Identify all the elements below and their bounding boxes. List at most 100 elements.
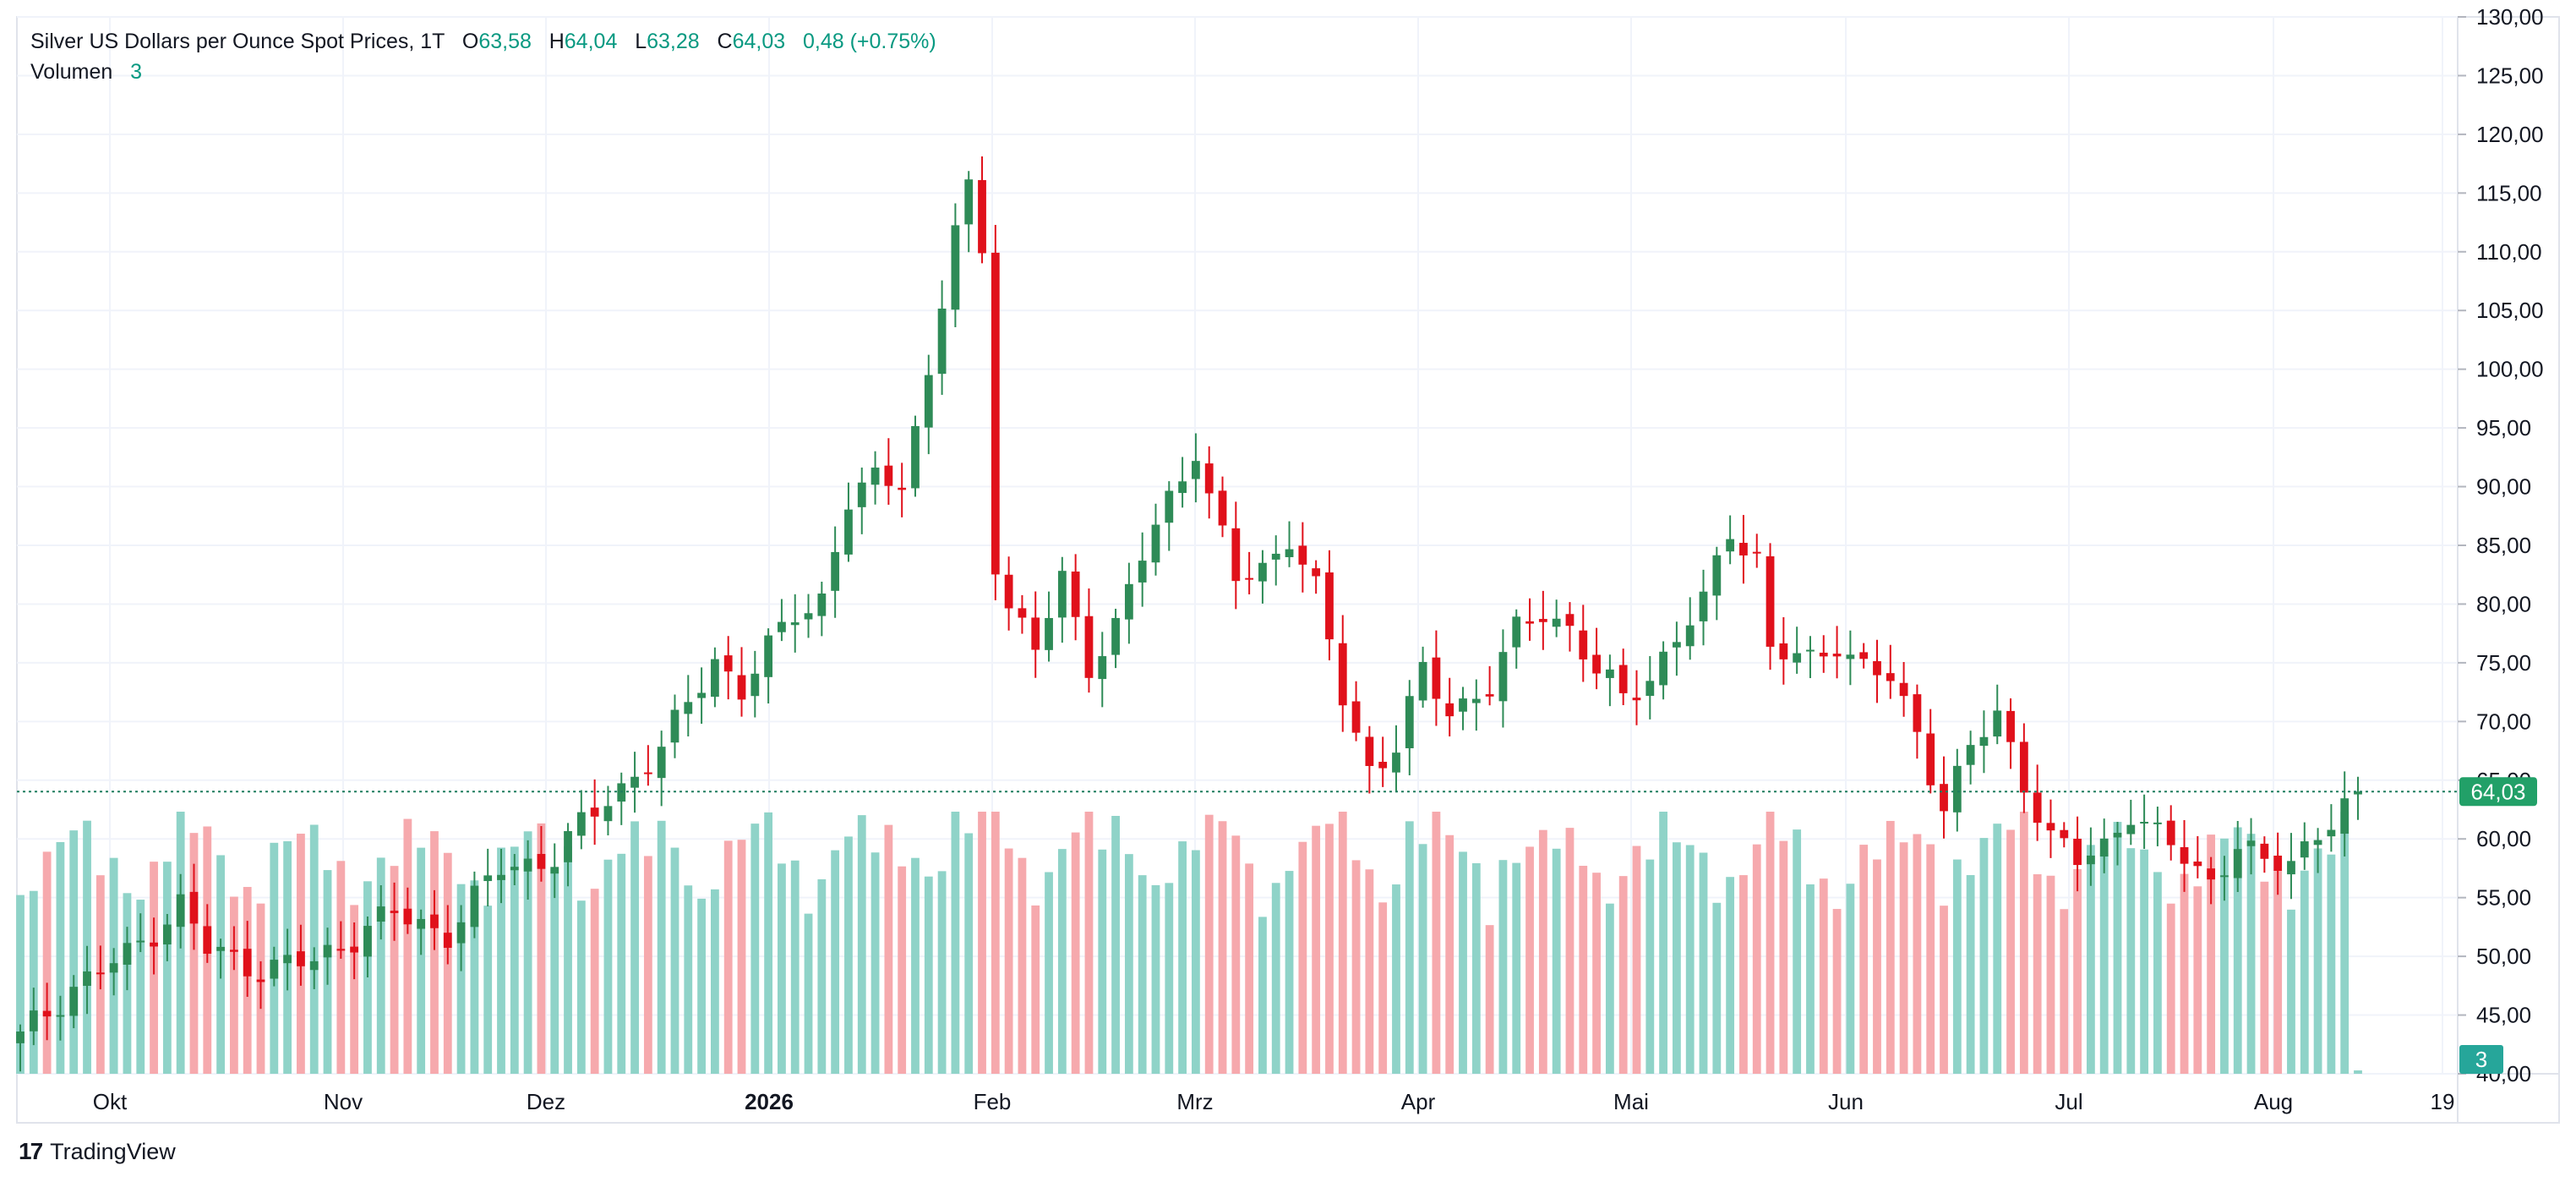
candle-body (1378, 762, 1388, 769)
volume-bar (1525, 846, 1534, 1074)
volume-bar (1445, 835, 1454, 1074)
candle-body (2099, 838, 2109, 857)
volume-bar (2313, 848, 2322, 1074)
volume-bar (1392, 884, 1400, 1074)
volume-bar (1579, 866, 1588, 1074)
candle-body (2046, 823, 2055, 831)
candle-body (510, 867, 519, 871)
candle-body (96, 972, 105, 975)
volume-bar (523, 831, 532, 1074)
y-tick-label: 80,00 (2476, 591, 2531, 616)
candle-body (1819, 652, 1828, 657)
low-value: 63,28 (647, 30, 700, 53)
candle-body (550, 867, 559, 874)
candle-body (1351, 701, 1361, 733)
volume-bar (764, 812, 773, 1074)
candle-body (2060, 829, 2069, 839)
volume-bar (2180, 873, 2189, 1074)
volume-bar (417, 847, 426, 1074)
volume-bar (1645, 859, 1655, 1074)
candle-body (203, 926, 212, 954)
candle-body (790, 622, 800, 626)
x-tick-label: Feb (974, 1089, 1012, 1114)
volume-bar (376, 857, 385, 1074)
volume-bar (29, 890, 38, 1074)
tradingview-footer[interactable]: 17 TradingView (19, 1138, 176, 1165)
volume-bar (978, 812, 986, 1074)
candle-body (1325, 572, 1334, 640)
volume-bar (857, 815, 866, 1074)
volume-bar (898, 866, 907, 1074)
candle-body (857, 482, 866, 507)
candle-body (2126, 824, 2136, 835)
volume-bar (737, 840, 746, 1074)
volume-bar (497, 847, 505, 1074)
volume-label[interactable]: Volumen (30, 60, 113, 84)
volume-bar (1979, 838, 1989, 1074)
candle-body (2033, 792, 2042, 824)
last-volume-label: 3 (2475, 1047, 2487, 1072)
candle-body (1726, 539, 1735, 552)
high-label: H (548, 30, 565, 53)
close-value: 64,03 (732, 30, 786, 53)
volume-bar (510, 846, 519, 1074)
candle-body (2327, 829, 2336, 837)
x-tick-label: Mrz (1176, 1089, 1213, 1114)
symbol-title[interactable]: Silver US Dollars per Ounce Spot Prices,… (30, 30, 445, 53)
candle-body (1365, 736, 1374, 766)
volume-bar (2166, 903, 2175, 1074)
candle-body (1258, 562, 1267, 582)
candle-body (216, 946, 225, 951)
candle-body (2207, 868, 2216, 880)
candle-body (1993, 710, 2002, 737)
volume-bar (1673, 842, 1681, 1074)
volume-bar (2300, 870, 2309, 1074)
volume-bar (884, 824, 893, 1074)
volume-bar (2046, 875, 2055, 1074)
candle-body (924, 375, 933, 428)
volume-bar (229, 896, 238, 1074)
volume-bar (483, 906, 493, 1074)
volume-bar (790, 860, 800, 1074)
volume-bar (1285, 871, 1294, 1074)
candle-body (2246, 840, 2256, 846)
candle-body (2073, 839, 2082, 866)
volume-bar (1685, 845, 1695, 1074)
y-tick-label: 100,00 (2476, 357, 2544, 382)
y-tick-label: 55,00 (2476, 885, 2531, 911)
candle-body (363, 926, 372, 957)
x-tick-label: Apr (1401, 1089, 1436, 1114)
volume-bar (1952, 859, 1962, 1074)
volume-bar (2006, 829, 2015, 1074)
candle-body (1832, 654, 1842, 657)
volume-bar (456, 884, 466, 1074)
candle-body (523, 858, 532, 872)
candle-body (2140, 822, 2149, 824)
candle-body (2233, 849, 2242, 878)
volume-bar (603, 859, 613, 1074)
candle-body (1806, 649, 1815, 652)
candle-body (283, 955, 292, 964)
candle-body (1178, 481, 1187, 494)
change-value: 0,48 (+0.75%) (802, 30, 936, 53)
candle-body (1124, 583, 1133, 620)
volume-bar (1271, 883, 1280, 1074)
candle-body (657, 747, 666, 779)
candle-body (1018, 608, 1027, 618)
volume-bar (1993, 824, 2002, 1074)
candle-body (1057, 571, 1067, 618)
y-tick-label: 85,00 (2476, 533, 2531, 558)
candle-body (1846, 654, 1855, 659)
candle-body (2193, 861, 2202, 867)
candle-body (2220, 875, 2229, 878)
volume-bar (1940, 906, 1948, 1074)
candle-body (1699, 591, 1708, 621)
volume-bar (2327, 854, 2336, 1074)
volume-bar (1592, 873, 1601, 1074)
candle-body (1165, 490, 1174, 523)
volume-bar (1057, 849, 1067, 1074)
volume-bar (537, 823, 546, 1074)
y-tick-label: 105,00 (2476, 298, 2544, 323)
volume-bar (189, 833, 199, 1074)
